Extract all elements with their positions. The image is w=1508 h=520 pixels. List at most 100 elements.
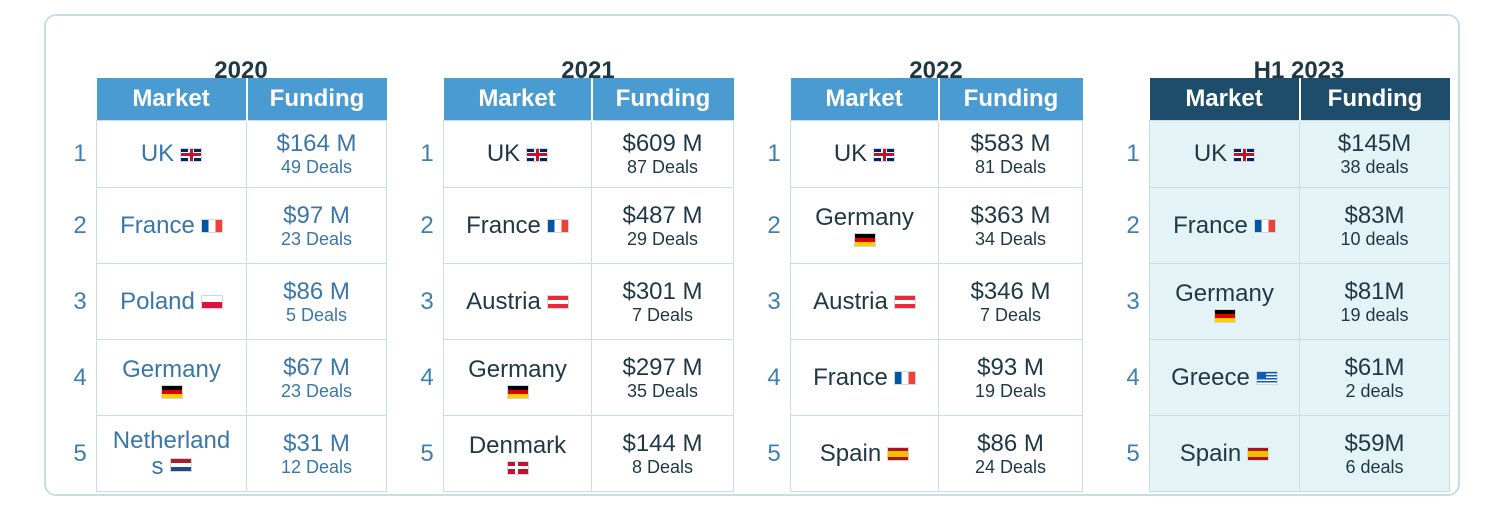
funding-amount: $145M bbox=[1337, 130, 1412, 157]
deal-count: 34 Deals bbox=[974, 228, 1047, 249]
funding-amount: $144 M bbox=[622, 429, 703, 457]
rank-number: 5 bbox=[767, 440, 781, 467]
deal-count: 19 Deals bbox=[974, 380, 1047, 401]
funding-amount: $297 M bbox=[622, 353, 703, 381]
deal-count: 7 Deals bbox=[979, 304, 1042, 325]
austria-flag-icon bbox=[546, 295, 569, 310]
market-cell: Greece bbox=[1149, 339, 1300, 416]
rank-number: 3 bbox=[1126, 288, 1140, 315]
market-cell: Austria bbox=[790, 263, 939, 340]
uk-flag-icon bbox=[526, 147, 549, 162]
funding-cell: $609 M 87 Deals bbox=[591, 120, 734, 188]
funding-cell: $297 M 35 Deals bbox=[591, 339, 734, 416]
market-name: Germany bbox=[815, 203, 914, 231]
funding-cell: $583 M 81 Deals bbox=[938, 120, 1083, 188]
table-row: UK $609 M 87 Deals bbox=[443, 120, 734, 188]
rank-number: 3 bbox=[73, 288, 87, 315]
table-row: France $97 M 23 Deals bbox=[96, 187, 387, 264]
rank-number: 4 bbox=[767, 364, 781, 391]
rank-number: 2 bbox=[420, 212, 434, 239]
germany-flag-icon bbox=[506, 384, 529, 399]
table-row: France $487 M 29 Deals bbox=[443, 187, 734, 264]
market-name: France bbox=[120, 211, 195, 239]
market-cell: Poland bbox=[96, 263, 247, 340]
deal-count: 24 Deals bbox=[974, 456, 1047, 477]
table-row: Germany $297 M 35 Deals bbox=[443, 339, 734, 416]
funding-cell: $67 M 23 Deals bbox=[246, 339, 387, 416]
market-header: Market bbox=[1149, 78, 1301, 121]
market-name: France bbox=[466, 211, 541, 239]
deal-count: 81 Deals bbox=[974, 157, 1047, 177]
table-row: UK $164 M 49 Deals bbox=[96, 120, 387, 188]
uk-flag-icon bbox=[873, 147, 896, 162]
funding-amount: $59M bbox=[1344, 429, 1405, 457]
market-name: Austria bbox=[466, 287, 541, 315]
denmark-flag-icon bbox=[506, 460, 529, 475]
funding-cell: $93 M 19 Deals bbox=[938, 339, 1083, 416]
deal-count: 7 Deals bbox=[631, 304, 694, 325]
rank-number: 5 bbox=[1126, 440, 1140, 467]
table-row: Netherland s $31 M 12 Deals bbox=[96, 415, 387, 492]
deal-count: 12 Deals bbox=[280, 456, 353, 477]
funding-cell: $164 M 49 Deals bbox=[246, 120, 387, 188]
funding-cell: $83M 10 deals bbox=[1299, 187, 1450, 264]
funding-amount: $86 M bbox=[977, 429, 1044, 457]
market-name: Netherland bbox=[112, 426, 231, 454]
germany-flag-icon bbox=[160, 384, 183, 399]
rank-number: 2 bbox=[1126, 212, 1140, 239]
market-name: France bbox=[1173, 211, 1248, 239]
market-name: UK bbox=[140, 140, 175, 167]
table-row: Spain $59M 6 deals bbox=[1149, 415, 1450, 492]
market-cell: Germany bbox=[1149, 263, 1300, 340]
market-name-wrap: s bbox=[151, 452, 164, 480]
market-cell: France bbox=[96, 187, 247, 264]
rank-number: 4 bbox=[1126, 364, 1140, 391]
rank-number: 4 bbox=[420, 364, 434, 391]
austria-flag-icon bbox=[893, 295, 916, 310]
france-flag-icon bbox=[1253, 219, 1276, 234]
market-cell: France bbox=[443, 187, 592, 264]
deal-count: 23 Deals bbox=[280, 380, 353, 401]
funding-amount: $487 M bbox=[622, 201, 703, 229]
ranking-table: Market Funding UK $164 M 49 Deals France … bbox=[96, 78, 387, 492]
funding-amount: $609 M bbox=[622, 130, 703, 157]
funding-cell: $145M 38 deals bbox=[1299, 120, 1450, 188]
funding-cell: $487 M 29 Deals bbox=[591, 187, 734, 264]
funding-cell: $61M 2 deals bbox=[1299, 339, 1450, 416]
rank-number: 4 bbox=[73, 364, 87, 391]
market-name: Greece bbox=[1171, 363, 1250, 391]
deal-count: 2 deals bbox=[1345, 380, 1404, 401]
market-cell: UK bbox=[1149, 120, 1300, 188]
funding-amount: $583 M bbox=[970, 130, 1051, 157]
rank-number: 3 bbox=[420, 288, 434, 315]
deal-count: 38 deals bbox=[1340, 157, 1409, 177]
netherlands-flag-icon bbox=[169, 458, 192, 473]
deal-count: 29 Deals bbox=[626, 228, 699, 249]
funding-cell: $81M 19 deals bbox=[1299, 263, 1450, 340]
uk-flag-icon bbox=[180, 147, 203, 162]
market-cell: Germany bbox=[96, 339, 247, 416]
table-row: Greece $61M 2 deals bbox=[1149, 339, 1450, 416]
market-cell: Germany bbox=[443, 339, 592, 416]
funding-cell: $86 M 24 Deals bbox=[938, 415, 1083, 492]
market-name: UK bbox=[486, 140, 521, 167]
rank-number: 1 bbox=[420, 140, 434, 167]
market-cell: Denmark bbox=[443, 415, 592, 492]
market-name: Germany bbox=[1175, 279, 1274, 307]
table-row: UK $583 M 81 Deals bbox=[790, 120, 1083, 188]
deal-count: 6 deals bbox=[1345, 456, 1404, 477]
market-name: Poland bbox=[120, 287, 195, 315]
market-cell: France bbox=[1149, 187, 1300, 264]
uk-flag-icon bbox=[1233, 147, 1256, 162]
market-name: Denmark bbox=[468, 431, 567, 459]
market-cell: Netherland s bbox=[96, 415, 247, 492]
funding-header: Funding bbox=[938, 78, 1083, 121]
rank-number: 3 bbox=[767, 288, 781, 315]
funding-amount: $164 M bbox=[276, 130, 357, 157]
